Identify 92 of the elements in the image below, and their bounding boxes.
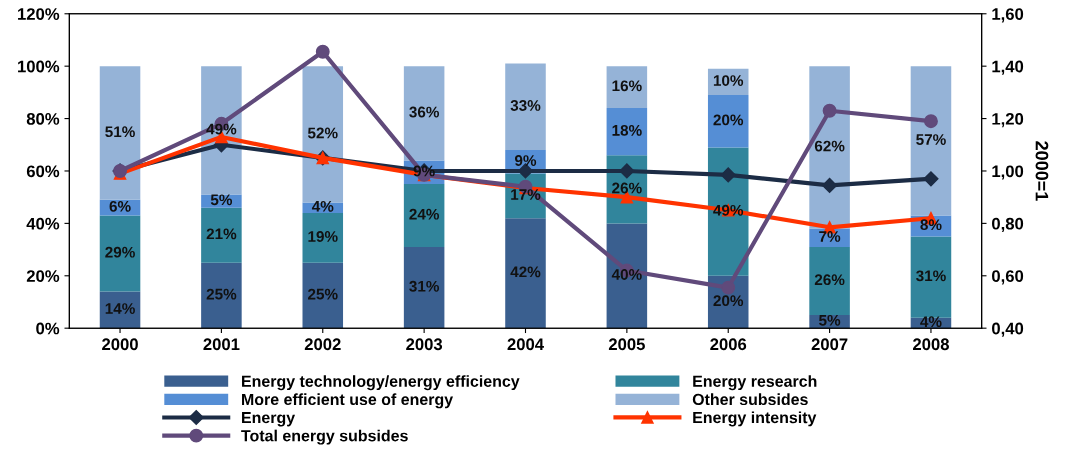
legend-label: Energy [242, 412, 296, 427]
bar [809, 246, 850, 316]
bar [302, 212, 344, 263]
y-tick-label: 60% [26, 165, 60, 178]
y2-tick-label: 1,40 [992, 60, 1024, 75]
bar [910, 66, 952, 216]
data-label: 49% [206, 123, 237, 135]
data-label: 51% [105, 126, 135, 138]
x-tick-label: 2007 [811, 338, 848, 351]
data-label: 21% [206, 228, 237, 240]
point [619, 163, 635, 179]
point [720, 167, 736, 183]
data-label: 19% [308, 231, 338, 242]
data-label: 52% [307, 127, 338, 139]
data-label: 29% [105, 246, 135, 258]
bar [505, 218, 546, 329]
point [822, 103, 837, 118]
bar [403, 184, 445, 247]
bar [201, 262, 242, 329]
point [923, 171, 939, 187]
y2-tick-label: 0,60 [992, 270, 1024, 285]
data-label: 7% [819, 231, 841, 242]
y2-tick-label: 0,40 [992, 322, 1024, 337]
x-tick-label: 2005 [608, 338, 645, 351]
x-tick-label: 2004 [507, 338, 544, 351]
y2-tick-label: 1,60 [992, 8, 1024, 23]
data-label: 20% [713, 114, 744, 126]
bar [606, 66, 648, 109]
legend-label: Energy technology/energy efficiency [242, 375, 520, 391]
y2-tick-label: 0,80 [992, 217, 1024, 232]
legend-label: More efficient use of energy [242, 393, 454, 409]
data-label: 4% [311, 200, 334, 212]
data-label: 10% [713, 75, 744, 86]
bar [302, 66, 344, 203]
data-label: 26% [612, 182, 642, 194]
data-label: 17% [511, 189, 541, 200]
y2-tick-label: 1,20 [992, 112, 1024, 128]
data-label: 6% [109, 200, 131, 212]
data-label: 5% [210, 194, 233, 206]
legend-label: Total energy subsides [241, 429, 408, 445]
data-label: 25% [308, 288, 338, 300]
y-tick-label: 40% [26, 217, 60, 230]
bar [403, 246, 445, 329]
data-label: 5% [819, 314, 841, 326]
y-tick-label: 120% [18, 8, 60, 20]
data-label: 33% [510, 100, 541, 111]
bar [302, 262, 344, 329]
point [924, 114, 938, 129]
data-label: 31% [916, 270, 946, 282]
legend-label: Energy intensity [693, 411, 817, 427]
y2-tick-label: 1,00 [992, 165, 1024, 180]
x-tick-label: 2003 [406, 338, 443, 351]
data-label: 31% [409, 280, 440, 292]
x-tick-label: 2000 [102, 338, 138, 351]
bar [606, 223, 648, 329]
data-label: 16% [612, 80, 642, 92]
data-label: 8% [920, 219, 942, 231]
data-label: 14% [105, 303, 135, 314]
data-label: 9% [514, 155, 537, 166]
y2-axis-title: 2000=1 [1035, 141, 1049, 201]
bar [403, 66, 445, 161]
bar [99, 215, 141, 292]
legend-label: Other subsides [692, 393, 808, 406]
data-label: 26% [814, 274, 845, 286]
y-tick-label: 100% [18, 60, 60, 73]
point [721, 280, 736, 295]
data-label: 20% [713, 295, 744, 307]
x-tick-label: 2002 [304, 338, 341, 351]
data-label: 25% [206, 288, 237, 300]
y-tick-label: 80% [26, 112, 60, 125]
bar [910, 236, 952, 318]
bar [707, 94, 749, 148]
data-label: 40% [611, 269, 642, 280]
data-label: 36% [409, 106, 440, 118]
data-label: 24% [409, 208, 440, 220]
data-label: 42% [510, 266, 541, 278]
y-tick-label: 20% [26, 270, 60, 282]
data-label: 18% [612, 124, 642, 136]
bar [201, 207, 242, 263]
legend-label: Energy research [693, 375, 817, 391]
x-tick-label: 2001 [203, 338, 240, 351]
point [822, 177, 838, 193]
bar [606, 108, 648, 156]
bar [99, 66, 141, 200]
data-label: 57% [916, 134, 946, 145]
point [315, 44, 330, 59]
data-label: 62% [814, 140, 845, 152]
data-label: 4% [920, 316, 942, 328]
x-tick-label: 2008 [913, 338, 949, 351]
bar [505, 63, 546, 151]
y-tick-label: 0% [36, 322, 60, 335]
x-tick-label: 2006 [710, 338, 747, 351]
